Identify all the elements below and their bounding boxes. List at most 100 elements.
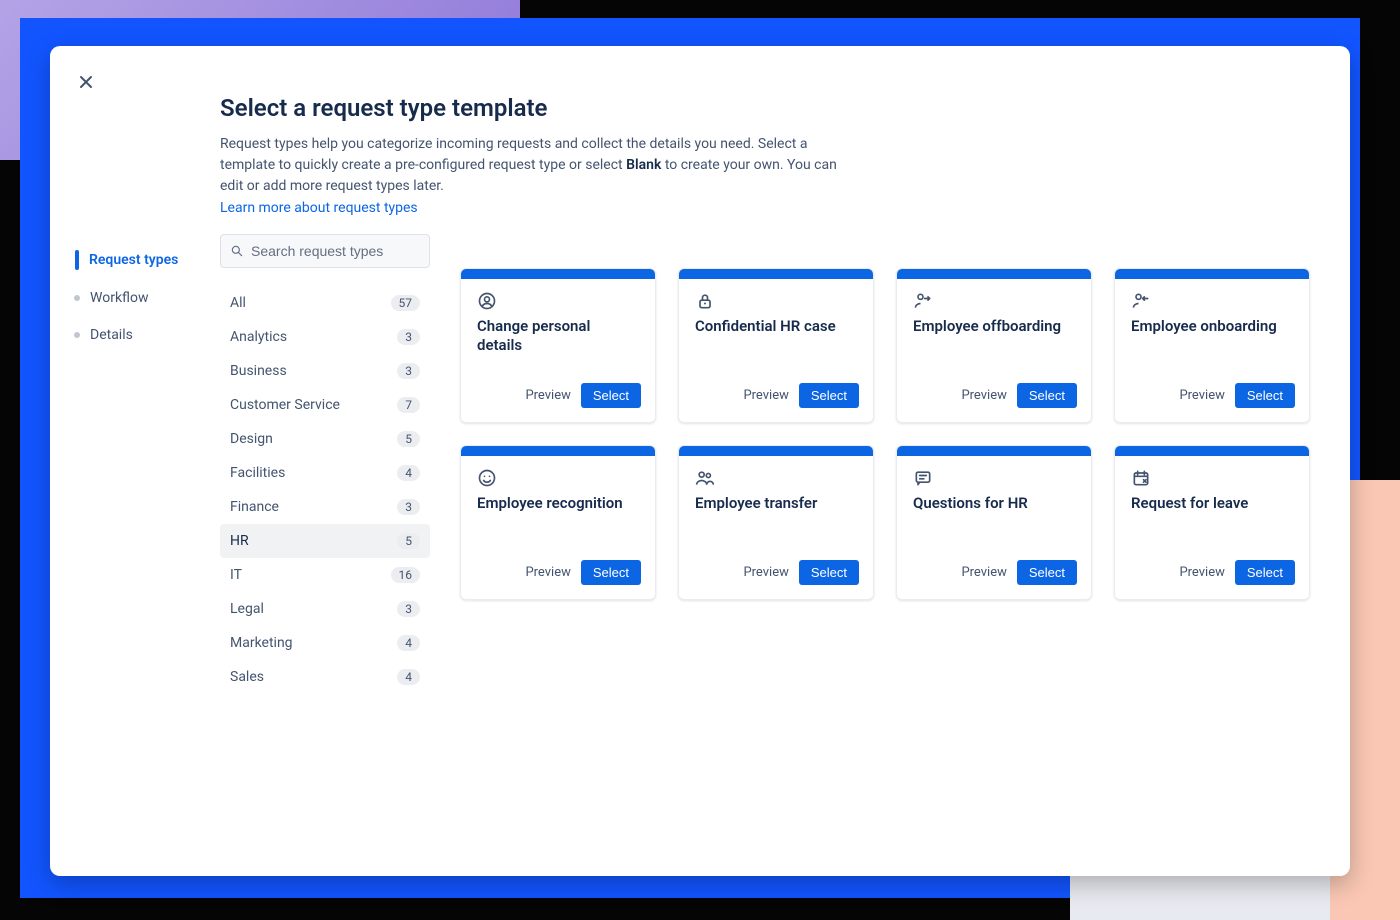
category-item[interactable]: Finance3 xyxy=(220,490,430,524)
modal-body: Request types Workflow Details All57Anal… xyxy=(50,234,1350,876)
preview-link[interactable]: Preview xyxy=(525,388,570,403)
steps-nav: Request types Workflow Details xyxy=(50,234,220,876)
card-title: Employee recognition xyxy=(477,494,639,513)
category-item[interactable]: HR5 xyxy=(220,524,430,558)
step-workflow[interactable]: Workflow xyxy=(74,284,220,321)
category-label: Sales xyxy=(230,669,264,685)
card-footer: Preview Select xyxy=(679,383,873,422)
select-button[interactable]: Select xyxy=(581,383,641,408)
calendar-icon xyxy=(1131,468,1151,488)
template-card: Confidential HR case Preview Select xyxy=(678,268,874,423)
card-accent-bar xyxy=(679,446,873,456)
select-button[interactable]: Select xyxy=(1017,560,1077,585)
category-item[interactable]: Facilities4 xyxy=(220,456,430,490)
card-accent-bar xyxy=(1115,446,1309,456)
card-accent-bar xyxy=(897,269,1091,279)
category-count: 3 xyxy=(397,601,420,617)
category-count: 4 xyxy=(397,465,420,481)
template-card: Employee transferPreviewSelect xyxy=(678,445,874,600)
card-footer: Preview Select xyxy=(461,383,655,422)
card-accent-bar xyxy=(461,269,655,279)
card-body: Employee recognition xyxy=(461,456,655,560)
category-count: 3 xyxy=(397,329,420,345)
card-footer: Preview Select xyxy=(1115,383,1309,422)
people-icon xyxy=(695,468,715,488)
preview-link[interactable]: Preview xyxy=(525,565,570,580)
template-card: Questions for HR Preview Select xyxy=(896,445,1092,600)
preview-link[interactable]: Preview xyxy=(1179,388,1224,403)
category-label: IT xyxy=(230,567,242,583)
card-footer: Preview Select xyxy=(461,560,655,599)
category-label: Marketing xyxy=(230,635,293,651)
card-title: Request for leave xyxy=(1131,494,1293,513)
category-item[interactable]: Analytics 3 xyxy=(220,320,430,354)
category-count: 4 xyxy=(397,669,420,685)
category-count: 3 xyxy=(397,499,420,515)
category-item[interactable]: Customer Service7 xyxy=(220,388,430,422)
category-item[interactable]: Business3 xyxy=(220,354,430,388)
select-button[interactable]: Select xyxy=(581,560,641,585)
step-details[interactable]: Details xyxy=(74,321,220,358)
close-icon xyxy=(78,74,94,90)
category-count: 5 xyxy=(397,533,420,549)
learn-more-link[interactable]: Learn more about request types xyxy=(220,200,418,216)
category-item[interactable]: IT 16 xyxy=(220,558,430,592)
card-body: Change personal details xyxy=(461,279,655,383)
step-request-types[interactable]: Request types xyxy=(74,244,220,284)
desc-bold: Blank xyxy=(626,157,661,173)
search-wrap xyxy=(220,234,430,268)
category-item[interactable]: Design5 xyxy=(220,422,430,456)
cards-column: Change personal detailsPreviewSelectConf… xyxy=(450,234,1350,876)
card-body: Request for leave xyxy=(1115,456,1309,560)
card-body: Confidential HR case xyxy=(679,279,873,383)
category-item[interactable]: Sales 4 xyxy=(220,660,430,694)
preview-link[interactable]: Preview xyxy=(961,388,1006,403)
category-count: 7 xyxy=(397,397,420,413)
close-button[interactable] xyxy=(78,74,98,94)
category-item[interactable]: Legal3 xyxy=(220,592,430,626)
category-label: All xyxy=(230,295,246,311)
card-body: Questions for HR xyxy=(897,456,1091,560)
search-input[interactable] xyxy=(220,234,430,268)
card-footer: Preview Select xyxy=(897,560,1091,599)
card-accent-bar xyxy=(679,269,873,279)
category-count: 4 xyxy=(397,635,420,651)
template-card: Change personal details Preview Select xyxy=(460,268,656,423)
select-button[interactable]: Select xyxy=(1017,383,1077,408)
template-card: Employee onboarding Preview Select xyxy=(1114,268,1310,423)
step-label: Workflow xyxy=(90,290,149,307)
category-item[interactable]: Marketing 4 xyxy=(220,626,430,660)
select-button[interactable]: Select xyxy=(799,383,859,408)
modal-header: Select a request type template Request t… xyxy=(220,94,860,216)
select-button[interactable]: Select xyxy=(1235,383,1295,408)
person-exit-icon xyxy=(913,291,933,311)
card-accent-bar xyxy=(897,446,1091,456)
card-title: Questions for HR xyxy=(913,494,1075,513)
category-list: All57Analytics3Business3Customer Service… xyxy=(220,286,430,694)
template-card: Employee recognition Preview Select xyxy=(460,445,656,600)
preview-link[interactable]: Preview xyxy=(1179,565,1224,580)
card-footer: Preview Select xyxy=(1115,560,1309,599)
select-button[interactable]: Select xyxy=(799,560,859,585)
person-circle-icon xyxy=(477,291,497,311)
select-button[interactable]: Select xyxy=(1235,560,1295,585)
card-footer: Preview Select xyxy=(897,383,1091,422)
step-label: Details xyxy=(90,327,133,344)
category-count: 16 xyxy=(391,567,421,583)
page-root: Select a request type template Request t… xyxy=(0,0,1400,920)
category-count: 3 xyxy=(397,363,420,379)
card-title: Employee onboarding xyxy=(1131,317,1293,336)
card-body: Employee offboarding xyxy=(897,279,1091,383)
preview-link[interactable]: Preview xyxy=(961,565,1006,580)
step-bullet-icon xyxy=(74,295,80,301)
preview-link[interactable]: Preview xyxy=(743,565,788,580)
card-accent-bar xyxy=(1115,269,1309,279)
card-title: Employee offboarding xyxy=(913,317,1075,336)
category-label: Design xyxy=(230,431,273,447)
preview-link[interactable]: Preview xyxy=(743,388,788,403)
step-bullet-icon xyxy=(75,250,79,270)
template-card: Employee offboarding Preview Select xyxy=(896,268,1092,423)
category-item[interactable]: All57 xyxy=(220,286,430,320)
smiley-icon xyxy=(477,468,497,488)
category-label: Analytics xyxy=(230,329,287,345)
